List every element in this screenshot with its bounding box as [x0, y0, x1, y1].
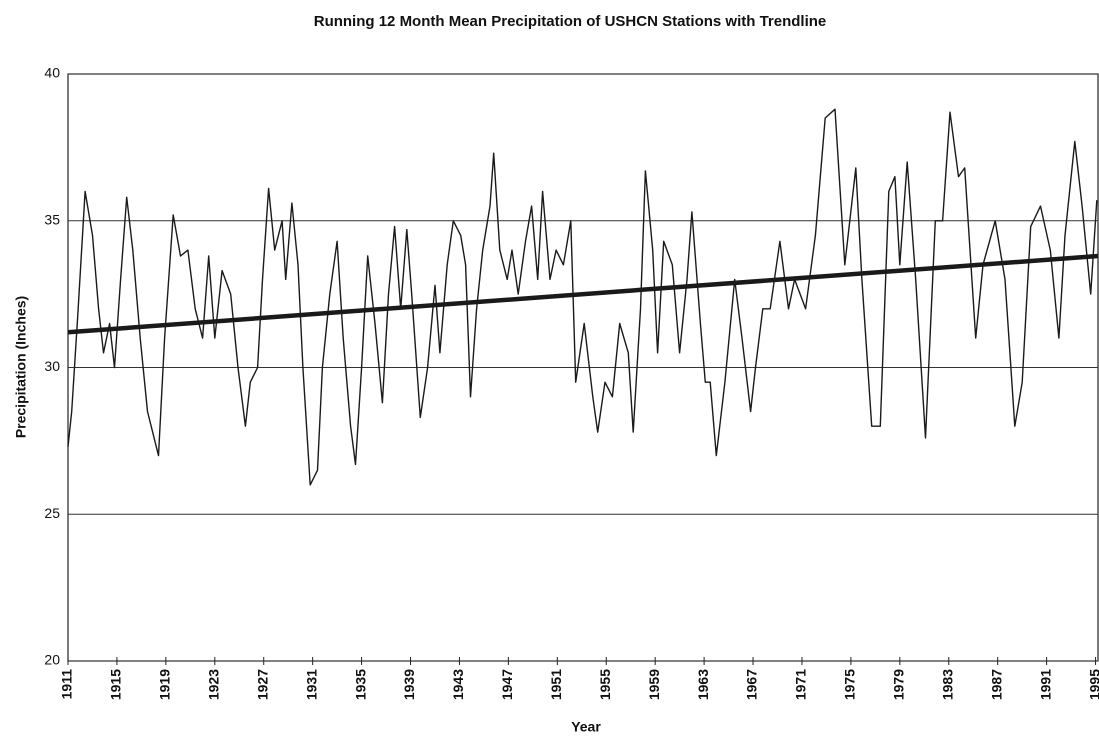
y-tick-label: 40 — [44, 65, 60, 81]
x-tick-label: 1967 — [744, 669, 760, 700]
x-tick-label: 1987 — [988, 669, 1004, 700]
x-tick-label: 1955 — [597, 669, 613, 700]
y-tick-label: 35 — [44, 211, 60, 227]
x-tick-label: 1991 — [1037, 669, 1053, 700]
x-tick-label: 1971 — [793, 669, 809, 700]
x-tick-label: 1915 — [108, 669, 124, 700]
x-tick-label: 1983 — [939, 669, 955, 700]
x-tick-label: 1923 — [205, 669, 221, 700]
y-axis-label: Precipitation (Inches) — [13, 296, 29, 438]
x-tick-label: 1979 — [891, 669, 907, 700]
x-tick-label: 1951 — [548, 669, 564, 700]
x-tick-label: 1927 — [254, 669, 270, 700]
x-tick-label: 1995 — [1086, 669, 1099, 700]
x-tick-label: 1935 — [352, 669, 368, 700]
data-line — [67, 108, 1098, 486]
x-tick-label: 1975 — [842, 669, 858, 700]
x-tick-label: 1911 — [59, 669, 75, 700]
x-tick-label: 1963 — [695, 669, 711, 700]
x-tick-label: 1959 — [646, 669, 662, 700]
y-tick-label: 25 — [44, 505, 60, 521]
x-tick-label: 1919 — [157, 669, 173, 700]
x-tick-label: 1943 — [450, 669, 466, 700]
x-tick-label: 1939 — [401, 669, 417, 700]
trendline — [67, 253, 1099, 335]
x-axis-label: Year — [571, 719, 601, 735]
x-tick-label: 1931 — [303, 669, 319, 700]
chart-title: Running 12 Month Mean Precipitation of U… — [314, 13, 827, 30]
y-tick-label: 20 — [44, 652, 60, 668]
x-tick-label: 1947 — [499, 669, 515, 700]
y-tick-label: 30 — [44, 358, 60, 374]
